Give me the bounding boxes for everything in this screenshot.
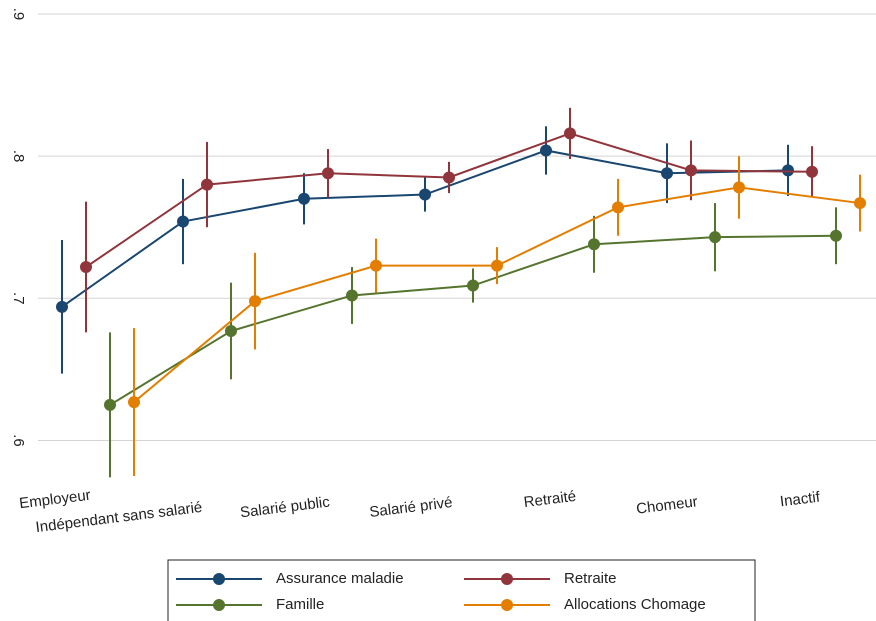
point: [225, 325, 237, 338]
legend-marker: [213, 599, 225, 611]
legend-label: Assurance maladie: [276, 570, 404, 587]
point: [491, 259, 503, 272]
point: [419, 188, 431, 201]
point: [806, 165, 818, 178]
point: [540, 144, 552, 157]
point: [564, 127, 576, 140]
point: [201, 178, 213, 191]
point: [443, 171, 455, 184]
y-tick-label: .6: [10, 434, 27, 447]
point: [104, 398, 116, 411]
point: [370, 259, 382, 272]
point: [467, 279, 479, 292]
y-tick-label: .8: [10, 150, 27, 163]
point: [612, 201, 624, 214]
series-line: [133, 186, 861, 403]
legend-label: Allocations Chomage: [564, 596, 706, 613]
legend-marker: [501, 573, 513, 585]
point: [733, 181, 745, 194]
point: [685, 164, 697, 177]
series-line: [109, 234, 837, 406]
legend-marker: [501, 599, 513, 611]
point: [298, 192, 310, 205]
x-tick-label: Salarié privé: [369, 494, 454, 521]
point: [177, 215, 189, 228]
x-tick-label: Retraité: [523, 488, 577, 511]
legend-label: Retraite: [564, 570, 617, 587]
point: [322, 167, 334, 180]
point: [709, 231, 721, 244]
x-tick-label: Chomeur: [635, 493, 698, 517]
point: [830, 229, 842, 242]
legend-label: Famille: [276, 596, 324, 613]
y-tick-label: .7: [10, 292, 27, 305]
point: [661, 167, 673, 180]
point: [80, 261, 92, 274]
point: [588, 238, 600, 251]
point: [346, 289, 358, 302]
point: [249, 295, 261, 308]
point: [782, 164, 794, 177]
x-tick-label: Inactif: [779, 488, 822, 510]
x-tick-label: Employeur: [18, 487, 91, 513]
point: [128, 396, 140, 409]
series-line: [85, 132, 813, 268]
x-tick-label: Salarié public: [239, 493, 331, 521]
point: [56, 300, 68, 313]
y-tick-label: .9: [10, 8, 27, 21]
series-line: [61, 149, 789, 308]
legend-box: [167, 559, 756, 621]
legend-marker: [213, 573, 225, 585]
point: [854, 197, 866, 210]
